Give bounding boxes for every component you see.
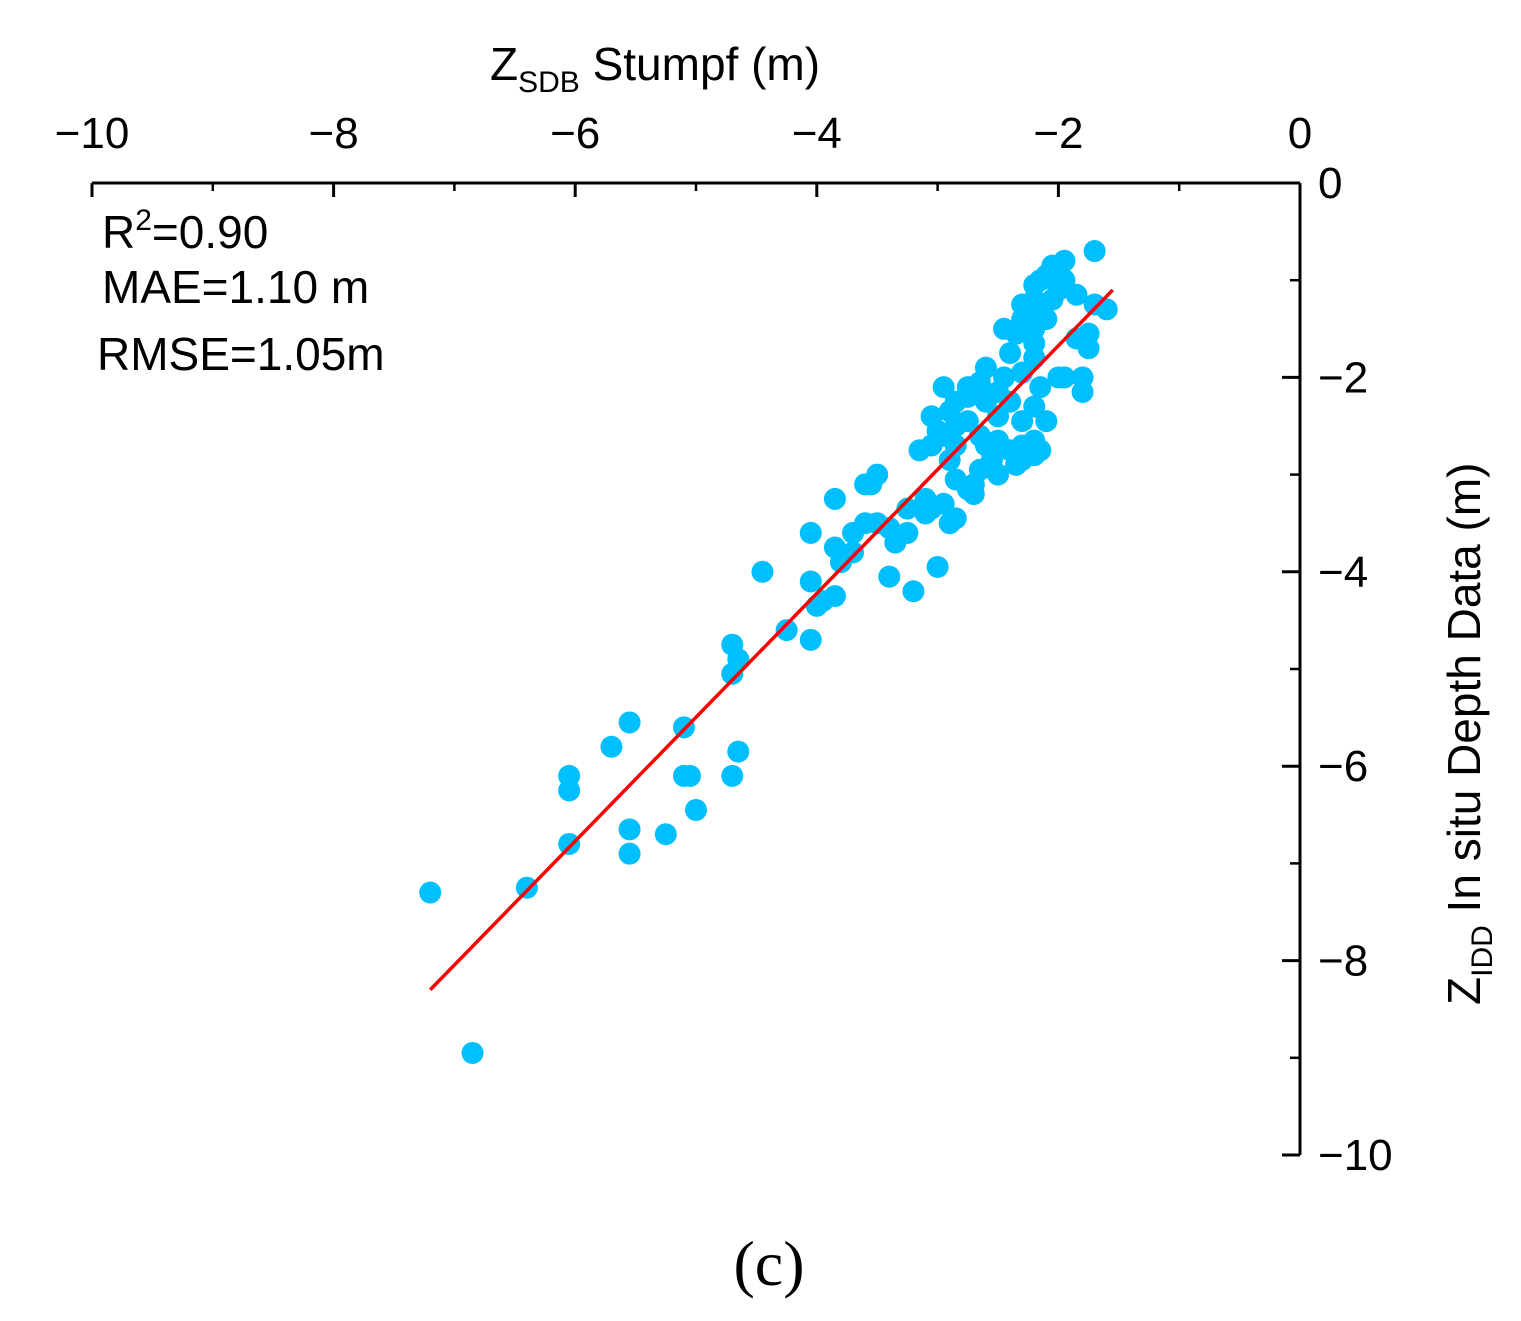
data-point <box>962 483 985 506</box>
x-tick-label: −6 <box>550 109 600 158</box>
data-point <box>829 551 852 574</box>
data-point <box>515 876 538 899</box>
data-point <box>721 764 744 787</box>
data-point <box>1083 293 1106 316</box>
y-axis: 0 −2 −4 −6 −8 −10 ZIDD In situ Depth Data (m) <box>1282 159 1499 1180</box>
data-point <box>896 497 919 520</box>
data-point <box>914 502 937 525</box>
data-point <box>1077 337 1100 360</box>
data-point <box>558 832 581 855</box>
x-tick-label: −2 <box>1033 109 1083 158</box>
data-point <box>878 565 901 588</box>
scatter-points <box>419 240 1118 1064</box>
data-point <box>618 842 641 865</box>
rmse-text: RMSE=1.05m <box>97 328 385 380</box>
x-axis-title: ZSDB Stumpf (m) <box>490 38 820 99</box>
fit-line <box>428 288 1115 991</box>
y-tick-label: −6 <box>1318 742 1368 791</box>
data-point <box>823 487 846 510</box>
data-point <box>654 823 677 846</box>
data-point <box>672 764 695 787</box>
data-point <box>908 439 931 462</box>
data-point <box>600 735 623 758</box>
data-point <box>1005 453 1028 476</box>
data-point <box>987 463 1009 486</box>
data-point <box>938 512 961 535</box>
data-point <box>1023 395 1046 418</box>
data-point <box>926 555 949 578</box>
x-tick-label: −4 <box>792 109 842 158</box>
data-point <box>805 594 828 617</box>
y-tick-label: −10 <box>1318 1131 1393 1180</box>
panel-label: (c) <box>733 1228 804 1299</box>
data-point <box>461 1041 484 1064</box>
data-point <box>938 449 961 472</box>
data-point <box>854 473 877 496</box>
data-point <box>999 342 1022 365</box>
data-point <box>799 628 822 651</box>
data-point <box>1011 410 1034 433</box>
data-point <box>1047 366 1070 389</box>
data-point <box>618 711 641 734</box>
data-point <box>419 881 442 904</box>
data-point <box>721 662 744 685</box>
data-point <box>685 798 707 821</box>
data-point <box>799 521 822 544</box>
data-point <box>1065 283 1088 306</box>
data-point <box>1005 322 1028 345</box>
r2-text: R2=0.90 <box>102 204 268 258</box>
data-point <box>558 779 581 802</box>
mae-text: MAE=1.10 m <box>102 261 369 313</box>
data-point <box>1083 240 1106 263</box>
data-point <box>1029 376 1052 399</box>
data-point <box>999 390 1022 413</box>
y-tick-label: 0 <box>1318 159 1342 208</box>
x-axis: −10 −8 −6 −4 −2 0 ZSDB Stumpf (m) <box>55 38 1312 197</box>
y-tick-label: −4 <box>1318 548 1368 597</box>
x-tick-label: 0 <box>1288 109 1312 158</box>
y-tick-label: −8 <box>1318 937 1368 986</box>
data-point <box>974 390 997 413</box>
data-point <box>842 521 865 544</box>
data-point <box>751 560 774 583</box>
data-point <box>1035 410 1058 433</box>
data-point <box>1071 380 1094 403</box>
data-point <box>799 570 822 593</box>
data-point <box>775 619 798 642</box>
data-point <box>884 531 907 554</box>
x-tick-label: −10 <box>55 109 130 158</box>
stats-annotation: R2=0.90 MAE=1.10 m RMSE=1.05m <box>97 204 385 380</box>
data-point <box>618 818 641 841</box>
data-point <box>932 376 955 399</box>
data-point <box>902 580 925 603</box>
data-point <box>727 740 750 763</box>
y-axis-title: ZIDD In situ Depth Data (m) <box>1438 463 1499 1006</box>
y-tick-label: −2 <box>1318 353 1368 402</box>
x-tick-label: −8 <box>309 109 359 158</box>
